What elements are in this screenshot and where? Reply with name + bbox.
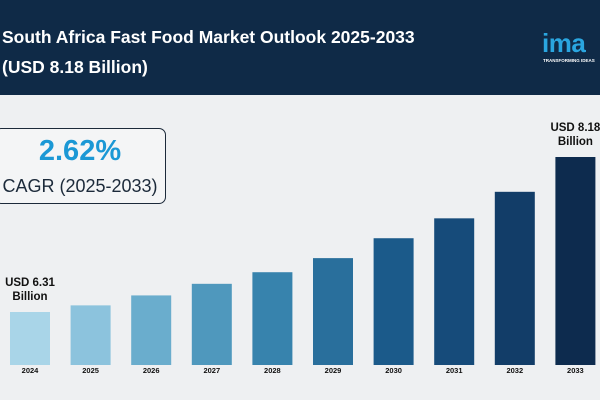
logo: ima — [542, 28, 586, 58]
cagr-label: CAGR (2025-2033) — [2, 176, 158, 196]
value-label: USD 6.31 Billion — [5, 277, 55, 303]
cagr-value: 2.62% — [38, 135, 122, 167]
x-tick-label: 2025 — [82, 366, 99, 375]
x-tick-label: 2026 — [143, 366, 160, 375]
cagr-box: 2.62% CAGR (2025-2033) — [0, 128, 166, 204]
x-tick-label: 2027 — [203, 366, 220, 375]
bar — [494, 191, 535, 365]
x-tick-label: 2033 — [567, 366, 584, 375]
logo-tagline: TRANSFORMING IDEAS — [543, 58, 595, 63]
bar — [10, 312, 50, 365]
x-tick-label: 2024 — [22, 366, 40, 375]
x-tick-label: 2029 — [325, 366, 342, 375]
bar — [70, 305, 111, 365]
x-tick-label: 2030 — [385, 366, 402, 375]
bar — [131, 295, 172, 365]
x-tick-label: 2031 — [446, 366, 463, 375]
bar — [555, 157, 596, 365]
value-label: USD 8.18 Billion — [550, 122, 600, 148]
bar — [434, 218, 475, 365]
bar — [191, 283, 232, 365]
chart-title: South Africa Fast Food Market Outlook 20… — [2, 27, 415, 77]
bar — [252, 272, 293, 365]
header-band — [0, 0, 600, 95]
bar — [313, 258, 353, 365]
bar — [373, 238, 414, 365]
x-tick-label: 2032 — [506, 366, 523, 375]
x-tick-label: 2028 — [264, 366, 281, 375]
